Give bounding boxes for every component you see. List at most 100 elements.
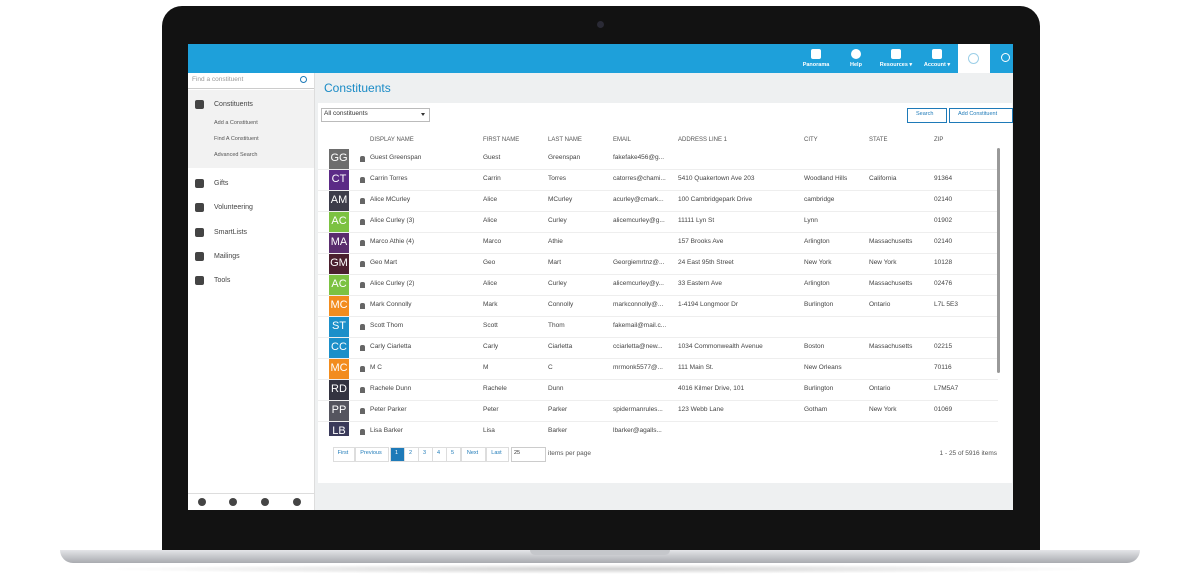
table-cell: 02140	[934, 196, 953, 203]
menu-item[interactable]: SmartLists	[214, 229, 248, 236]
avatar-initials: PP	[331, 404, 347, 416]
action-button[interactable]	[907, 108, 947, 123]
table-cell: Alice	[483, 196, 498, 203]
footer-icon[interactable]	[198, 498, 206, 506]
page-button-label[interactable]: First	[337, 450, 349, 456]
display-name[interactable]: Marco Athie (4)	[370, 238, 415, 245]
table-cell: fakefake456@g...	[613, 154, 665, 161]
footer-icon[interactable]	[261, 498, 269, 506]
table-cell: Arlington	[804, 280, 830, 287]
filter-value[interactable]: All constituents	[324, 110, 368, 117]
nav-label[interactable]: Account ▾	[923, 62, 951, 68]
avatar-initials: MA	[330, 236, 348, 248]
menu-item[interactable]: Constituents	[214, 101, 253, 108]
table-cell: New York	[869, 259, 897, 266]
avatar-initials: GG	[330, 152, 348, 164]
button-label[interactable]: Search	[916, 111, 934, 117]
submenu-item[interactable]: Find A Constituent	[214, 136, 259, 142]
table-row[interactable]: CT Carrin Torres Carrin Torres catorres@cham…	[318, 169, 998, 191]
page-button-label[interactable]: 3	[422, 450, 427, 456]
per-page-select[interactable]	[511, 447, 546, 462]
menu-item[interactable]: Volunteering	[214, 204, 253, 211]
page-button[interactable]	[333, 447, 355, 462]
display-name[interactable]: Carly Ciarletta	[370, 343, 412, 350]
submenu-item[interactable]: Advanced Search	[214, 152, 258, 158]
page-button[interactable]	[486, 447, 509, 462]
table-cell: L7M5A7	[934, 385, 959, 392]
table-row[interactable]: ST Scott Thom Scott Thom fakemail@mail.c...	[318, 316, 998, 338]
menu-item[interactable]: Mailings	[214, 253, 240, 260]
page-button[interactable]	[461, 447, 486, 462]
page-button-label[interactable]: Previous	[360, 450, 382, 456]
menu-item[interactable]: Tools	[214, 277, 231, 284]
menu-icon[interactable]	[195, 203, 204, 212]
table-cell: Parker	[548, 406, 568, 413]
menu-icon[interactable]	[195, 276, 204, 285]
display-name[interactable]: Alice Curley (2)	[370, 280, 415, 287]
table-cell: 02140	[934, 238, 953, 245]
settings-icon[interactable]	[968, 53, 979, 64]
table-cell: Ciarletta	[548, 343, 573, 350]
page-button-label[interactable]: Last	[491, 450, 502, 456]
table-row[interactable]: AC Alice Curley (3) Alice Curley alicemcurle…	[318, 211, 998, 233]
nav-icon[interactable]	[932, 49, 942, 59]
table-cell: fakemail@mail.c...	[613, 322, 667, 329]
display-name[interactable]: Alice Curley (3)	[370, 217, 415, 224]
menu-icon[interactable]	[195, 179, 204, 188]
display-name[interactable]: Lisa Barker	[370, 427, 403, 434]
page-button-label[interactable]: 5	[450, 450, 455, 456]
table-row[interactable]: MA Marco Athie (4) Marco Athie 157 Brooks Av…	[318, 232, 998, 254]
menu-icon[interactable]	[195, 100, 204, 109]
nav-icon[interactable]	[851, 49, 861, 59]
table-cell: Massachusetts	[869, 238, 913, 245]
menu-icon[interactable]	[195, 228, 204, 237]
search-icon[interactable]	[300, 76, 307, 83]
display-name[interactable]: Rachele Dunn	[370, 385, 412, 392]
page-button-label[interactable]: 1	[394, 450, 399, 456]
display-name[interactable]: Geo Mart	[370, 259, 398, 266]
table-cell: Carrin	[483, 175, 501, 182]
table-row[interactable]: AC Alice Curley (2) Alice Curley alicemcurle…	[318, 274, 998, 296]
table-row[interactable]: MC Mark Connolly Mark Connolly markconnolly@…	[318, 295, 998, 317]
display-name[interactable]: Guest Greenspan	[370, 154, 422, 161]
table-row[interactable]: RD Rachele Dunn Rachele Dunn 4016 Kilmer Dri…	[318, 379, 998, 401]
display-name[interactable]: Carrin Torres	[370, 175, 408, 182]
display-name[interactable]: Mark Connolly	[370, 301, 412, 308]
power-icon[interactable]	[1001, 53, 1010, 62]
per-page-value[interactable]: 25	[514, 450, 521, 456]
table-cell: Geo	[483, 259, 496, 266]
nav-label[interactable]: Panorama	[802, 62, 830, 68]
page-button[interactable]	[355, 447, 389, 462]
display-name[interactable]: M C	[370, 364, 382, 371]
table-cell: New Orleans	[804, 364, 842, 371]
search-placeholder[interactable]: Find a constituent	[192, 76, 244, 83]
table-row[interactable]: GG Guest Greenspan Guest Greenspan fakefake4…	[318, 148, 998, 170]
menu-icon[interactable]	[195, 252, 204, 261]
nav-label[interactable]: Resources ▾	[879, 62, 913, 68]
action-button[interactable]	[949, 108, 1013, 123]
menu-item[interactable]: Gifts	[214, 180, 229, 187]
table-row[interactable]: AM Alice MCurley Alice MCurley acurley@cmark…	[318, 190, 998, 212]
button-label[interactable]: Add Constituent	[958, 111, 998, 117]
page-button-label[interactable]: Next	[466, 450, 479, 456]
nav-label[interactable]: Help	[850, 62, 862, 68]
display-name[interactable]: Alice MCurley	[370, 196, 411, 203]
search-input[interactable]	[188, 73, 314, 89]
table-row[interactable]: CC Carly Ciarletta Carly Ciarletta cciarlett…	[318, 337, 998, 359]
table-row[interactable]: PP Peter Parker Peter Parker spidermanrules.…	[318, 400, 998, 422]
page-button-label[interactable]: 4	[436, 450, 441, 456]
nav-icon[interactable]	[891, 49, 901, 59]
nav-icon[interactable]	[811, 49, 821, 59]
footer-icon[interactable]	[229, 498, 237, 506]
table-row[interactable]: GM Geo Mart Geo Mart Georgiemrtnz@... 24 East…	[318, 253, 998, 275]
page-button-label[interactable]: 2	[408, 450, 413, 456]
filter-select[interactable]	[321, 108, 430, 122]
footer-icon[interactable]	[293, 498, 301, 506]
page-button[interactable]	[446, 447, 461, 462]
table-row[interactable]: LB Lisa Barker Lisa Barker lbarker@agalls...	[318, 421, 998, 436]
submenu-item[interactable]: Add a Constituent	[214, 120, 258, 126]
display-name[interactable]: Peter Parker	[370, 406, 407, 413]
display-name[interactable]: Scott Thom	[370, 322, 404, 329]
column-header: LAST NAME	[548, 137, 582, 143]
